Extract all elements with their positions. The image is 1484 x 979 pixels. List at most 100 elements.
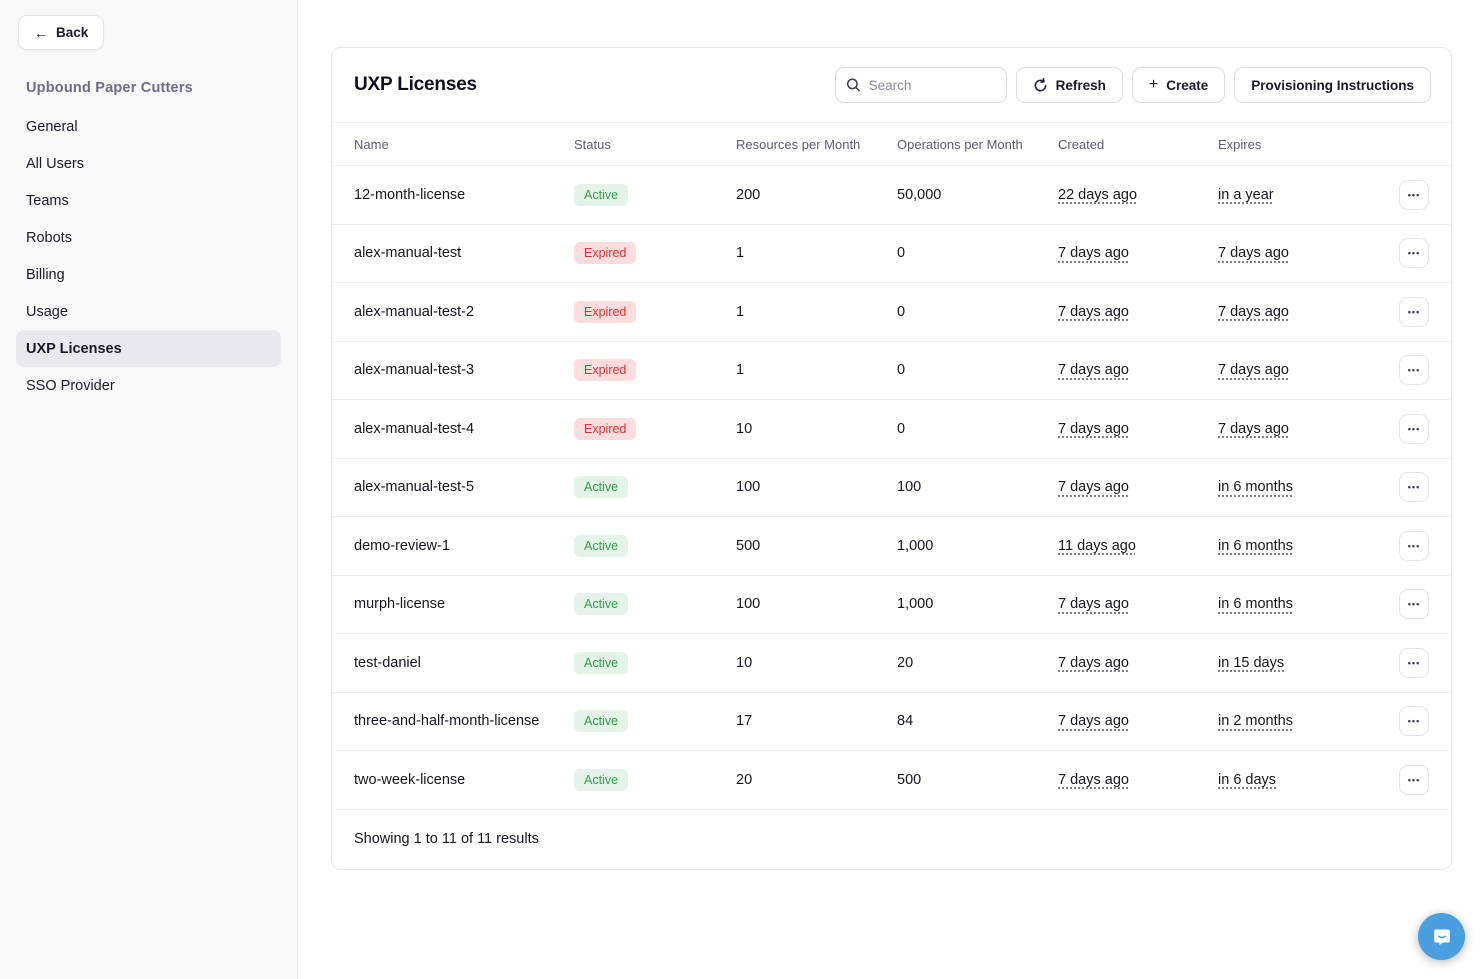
- operations-per-month-value: 1,000: [897, 596, 934, 613]
- operations-per-month-value: 0: [897, 245, 906, 262]
- table-header-row: Name Status Resources per Month Operations …: [332, 122, 1451, 166]
- sidebar-item-label: General: [26, 118, 78, 135]
- operations-per-month-value: 0: [897, 362, 906, 379]
- row-actions-button[interactable]: •••: [1399, 647, 1429, 678]
- row-actions-button[interactable]: •••: [1399, 413, 1429, 444]
- column-header-name: Name: [354, 136, 389, 152]
- row-actions-button[interactable]: •••: [1399, 179, 1429, 210]
- operations-per-month-value: 100: [897, 479, 922, 496]
- refresh-button-label: Refresh: [1055, 77, 1106, 93]
- license-name: test-daniel: [354, 654, 421, 671]
- status-badge: Expired: [574, 300, 637, 323]
- table-row: demo-review-1 Active 500 1,000 11 days a…: [332, 517, 1451, 576]
- expires-date[interactable]: 7 days ago: [1218, 362, 1289, 379]
- search-input[interactable]: [834, 67, 1007, 103]
- table-row: alex-manual-test Expired 1 0 7 days ago …: [332, 225, 1451, 283]
- sidebar-item-uxp-licenses[interactable]: UXP Licenses: [16, 330, 281, 367]
- operations-per-month-value: 1,000: [897, 537, 934, 554]
- expires-date[interactable]: in 6 months: [1218, 596, 1293, 613]
- sidebar-item-label: SSO Provider: [26, 377, 115, 394]
- expires-date[interactable]: in 6 days: [1218, 771, 1277, 788]
- org-title: Upbound Paper Cutters: [26, 80, 193, 96]
- sidebar-nav: General All Users Teams Robots Billing U…: [0, 108, 297, 404]
- expires-date[interactable]: 7 days ago: [1218, 303, 1289, 320]
- resources-per-month-value: 200: [736, 186, 761, 203]
- sidebar-item-billing[interactable]: Billing: [16, 256, 281, 293]
- ellipsis-icon: •••: [1407, 540, 1421, 551]
- ellipsis-icon: •••: [1407, 423, 1421, 434]
- sidebar-item-sso-provider[interactable]: SSO Provider: [16, 367, 281, 404]
- column-header-resources-per-month: Resources per Month: [736, 136, 861, 152]
- operations-per-month-value: 50,000: [897, 186, 942, 203]
- ellipsis-icon: •••: [1407, 306, 1421, 317]
- back-button[interactable]: ← Back: [18, 15, 105, 50]
- expires-date[interactable]: in 6 months: [1218, 479, 1293, 496]
- operations-per-month-value: 84: [897, 713, 914, 730]
- expires-date[interactable]: in 15 days: [1218, 654, 1285, 671]
- create-button[interactable]: + Create: [1131, 67, 1226, 103]
- created-date[interactable]: 11 days ago: [1058, 537, 1136, 554]
- created-date[interactable]: 7 days ago: [1058, 362, 1129, 379]
- header-controls: Refresh + Create Provisioning Instructio…: [834, 67, 1431, 103]
- license-name: murph-license: [354, 596, 446, 613]
- row-actions-button[interactable]: •••: [1399, 706, 1429, 737]
- back-arrow-icon: ←: [34, 24, 48, 41]
- status-badge: Expired: [574, 242, 637, 265]
- sidebar-item-label: Usage: [26, 303, 68, 320]
- row-actions-button[interactable]: •••: [1399, 764, 1429, 795]
- ellipsis-icon: •••: [1407, 657, 1421, 668]
- card-header: UXP Licenses Refresh: [332, 48, 1451, 122]
- resources-per-month-value: 10: [736, 420, 753, 437]
- results-summary: Showing 1 to 11 of 11 results: [354, 831, 539, 848]
- settings-sidebar: ← Back Upbound Paper Cutters General All…: [0, 0, 298, 979]
- status-badge: Active: [574, 476, 629, 499]
- row-actions-button[interactable]: •••: [1399, 355, 1429, 386]
- row-actions-button[interactable]: •••: [1399, 296, 1429, 327]
- resources-per-month-value: 1: [736, 245, 745, 262]
- operations-per-month-value: 0: [897, 303, 906, 320]
- intercom-launcher-button[interactable]: [1418, 913, 1465, 960]
- ellipsis-icon: •••: [1407, 365, 1421, 376]
- created-date[interactable]: 22 days ago: [1058, 186, 1138, 203]
- sidebar-item-label: Robots: [26, 229, 72, 246]
- row-actions-button[interactable]: •••: [1399, 472, 1429, 503]
- expires-date[interactable]: 7 days ago: [1218, 245, 1289, 262]
- created-date[interactable]: 7 days ago: [1058, 245, 1129, 262]
- search-icon: [846, 78, 861, 93]
- back-button-label: Back: [56, 25, 89, 40]
- sidebar-item-general[interactable]: General: [16, 108, 281, 145]
- sidebar-item-label: Teams: [26, 192, 69, 209]
- row-actions-button[interactable]: •••: [1399, 589, 1429, 620]
- refresh-icon: [1033, 77, 1048, 93]
- created-date[interactable]: 7 days ago: [1058, 303, 1129, 320]
- created-date[interactable]: 7 days ago: [1058, 713, 1129, 730]
- row-actions-button[interactable]: •••: [1399, 530, 1429, 561]
- license-name: two-week-license: [354, 771, 466, 788]
- created-date[interactable]: 7 days ago: [1058, 420, 1129, 437]
- operations-per-month-value: 0: [897, 420, 906, 437]
- created-date[interactable]: 7 days ago: [1058, 771, 1129, 788]
- license-name: alex-manual-test-4: [354, 420, 475, 437]
- sidebar-item-teams[interactable]: Teams: [16, 182, 281, 219]
- resources-per-month-value: 100: [736, 479, 761, 496]
- uxp-licenses-card: UXP Licenses Refresh: [331, 47, 1452, 870]
- expires-date[interactable]: 7 days ago: [1218, 420, 1289, 437]
- operations-per-month-value: 500: [897, 771, 922, 788]
- provisioning-instructions-button[interactable]: Provisioning Instructions: [1234, 67, 1431, 103]
- expires-date[interactable]: in 2 months: [1218, 713, 1293, 730]
- table-row: murph-license Active 100 1,000 7 days ag…: [332, 576, 1451, 634]
- sidebar-item-robots[interactable]: Robots: [16, 219, 281, 256]
- resources-per-month-value: 17: [736, 713, 753, 730]
- created-date[interactable]: 7 days ago: [1058, 479, 1129, 496]
- status-badge: Active: [574, 534, 629, 557]
- expires-date[interactable]: in 6 months: [1218, 537, 1293, 554]
- created-date[interactable]: 7 days ago: [1058, 596, 1129, 613]
- refresh-button[interactable]: Refresh: [1015, 67, 1123, 103]
- sidebar-item-all-users[interactable]: All Users: [16, 145, 281, 182]
- sidebar-item-usage[interactable]: Usage: [16, 293, 281, 330]
- status-badge: Active: [574, 651, 629, 674]
- table-row: alex-manual-test-5 Active 100 100 7 days…: [332, 459, 1451, 517]
- row-actions-button[interactable]: •••: [1399, 238, 1429, 269]
- created-date[interactable]: 7 days ago: [1058, 654, 1129, 671]
- expires-date[interactable]: in a year: [1218, 186, 1274, 203]
